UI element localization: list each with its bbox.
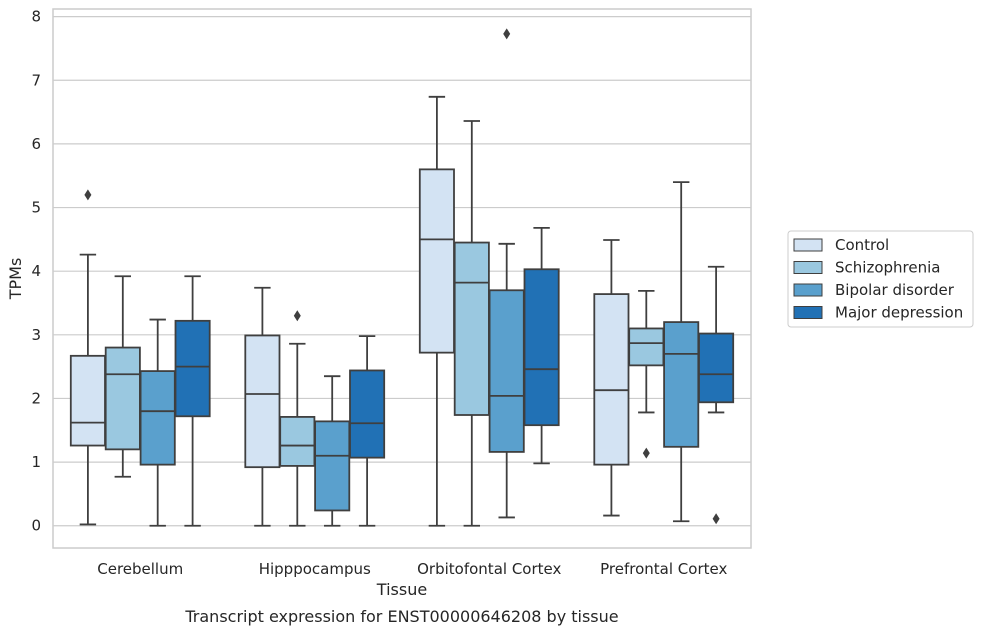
x-tick-label: Hipppocampus xyxy=(259,560,371,578)
y-axis-label: TPMs xyxy=(6,258,25,301)
legend-label: Major depression xyxy=(835,304,963,322)
x-tick-label: Orbitofontal Cortex xyxy=(417,560,561,578)
outlier-marker xyxy=(642,447,650,459)
box-control xyxy=(593,239,630,517)
box-iqr xyxy=(663,321,700,448)
box-iqr xyxy=(279,416,316,467)
x-tick-label: Prefrontal Cortex xyxy=(600,560,727,578)
box-control xyxy=(69,189,106,526)
box-schizophrenia xyxy=(453,120,490,527)
y-tick-label: 8 xyxy=(31,8,41,26)
plot-area-frame xyxy=(52,8,752,549)
y-tick-label: 3 xyxy=(31,326,41,344)
box-iqr xyxy=(593,293,630,466)
legend: Control Schizophrenia Bipolar disorder Majo… xyxy=(787,230,974,328)
x-tick-label: Cerebellum xyxy=(97,560,183,578)
box-iqr xyxy=(314,420,351,512)
legend-swatch xyxy=(793,306,823,319)
box-iqr xyxy=(104,346,141,451)
outlier-marker xyxy=(712,513,720,525)
legend-frame xyxy=(787,230,974,328)
box-iqr xyxy=(453,241,490,416)
box-schizophrenia xyxy=(279,310,316,527)
box-major-depression xyxy=(174,275,211,527)
box-major-depression xyxy=(523,227,560,465)
box-major-depression xyxy=(349,335,386,527)
box-iqr xyxy=(244,334,281,469)
box-iqr xyxy=(698,332,735,404)
box-major-depression xyxy=(698,265,735,525)
x-axis-ticks: Cerebellum Hipppocampus Orbitofontal Corte… xyxy=(97,560,727,578)
y-tick-label: 7 xyxy=(31,71,41,89)
chart-caption: Transcript expression for ENST0000064620… xyxy=(184,607,618,626)
box-iqr xyxy=(349,369,386,459)
outlier-marker xyxy=(84,189,92,201)
box-control xyxy=(244,286,281,527)
legend-swatch xyxy=(793,261,823,274)
y-tick-label: 0 xyxy=(31,517,41,535)
y-tick-label: 5 xyxy=(31,199,41,217)
box-iqr xyxy=(418,168,455,354)
box-bipolar-disorder xyxy=(139,318,176,527)
box-bipolar-disorder xyxy=(663,181,700,523)
legend-swatch xyxy=(793,283,823,297)
x-axis-label: Tissue xyxy=(376,580,427,599)
y-tick-label: 1 xyxy=(31,453,41,471)
box-iqr xyxy=(488,289,525,453)
box-iqr xyxy=(174,319,211,418)
box-bipolar-disorder xyxy=(488,28,525,519)
y-tick-label: 6 xyxy=(31,135,41,153)
box-bipolar-disorder xyxy=(314,375,351,527)
box-iqr xyxy=(523,268,560,427)
outlier-marker xyxy=(503,28,511,40)
legend-swatch xyxy=(793,238,823,252)
y-tick-label: 2 xyxy=(31,389,41,407)
box-control xyxy=(418,95,455,527)
boxes xyxy=(69,28,735,527)
legend-label: Bipolar disorder xyxy=(835,281,955,299)
legend-label: Control xyxy=(835,236,889,254)
y-axis-ticks: 0 1 2 3 4 5 6 7 8 xyxy=(31,8,41,535)
outlier-marker xyxy=(293,310,301,322)
y-tick-label: 4 xyxy=(31,262,41,280)
box-iqr xyxy=(139,370,176,466)
box-iqr xyxy=(628,327,665,367)
box-schizophrenia xyxy=(628,290,665,459)
box-iqr xyxy=(69,354,106,447)
legend-label: Schizophrenia xyxy=(835,259,940,277)
box-schizophrenia xyxy=(104,275,141,478)
